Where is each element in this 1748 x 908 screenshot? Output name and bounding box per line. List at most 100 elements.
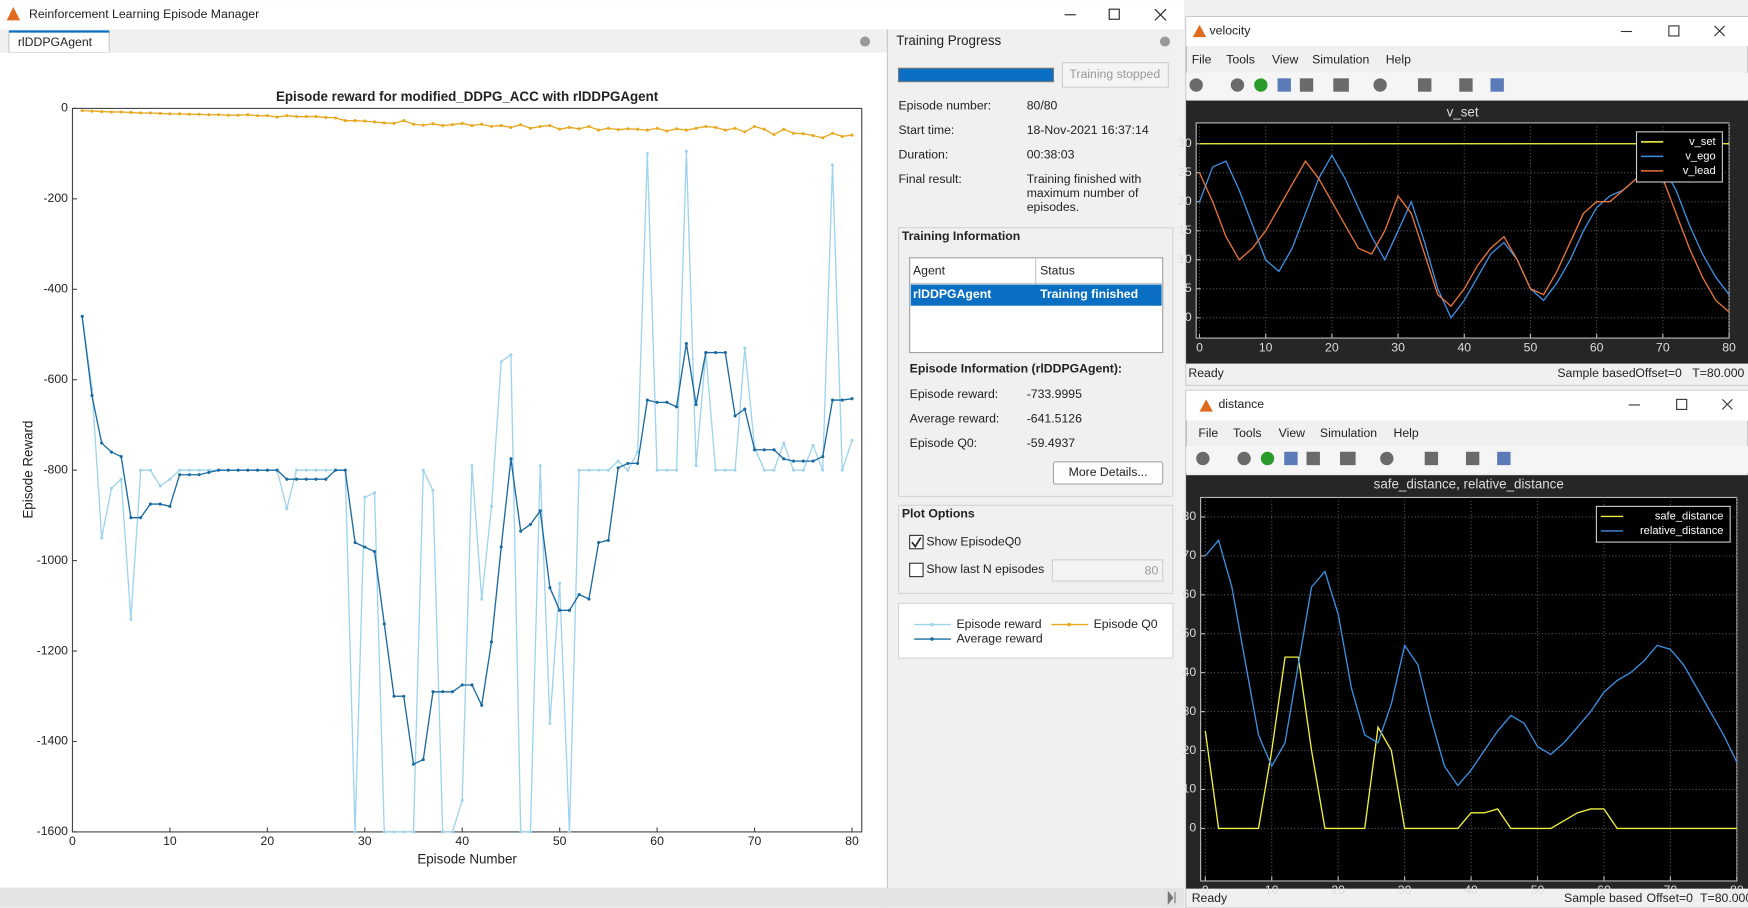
y-tick-label: -1000 (37, 553, 69, 567)
point (743, 130, 747, 134)
status-text: T=80.000 (1692, 366, 1744, 380)
point (567, 830, 571, 834)
point (275, 468, 279, 472)
point (636, 461, 640, 465)
point (821, 136, 825, 140)
field-label: Episode Q0: (910, 436, 977, 450)
panel-menu[interactable] (1159, 36, 1170, 47)
point (343, 468, 347, 472)
point (402, 830, 406, 834)
point (811, 443, 815, 447)
table-cell[interactable]: rlDDPGAgent (913, 287, 991, 301)
menu-item[interactable]: Help (1393, 426, 1418, 440)
point (333, 468, 338, 472)
menu-item[interactable]: Tools (1233, 426, 1262, 440)
table-cell[interactable]: Training finished (1040, 287, 1138, 301)
checkbox[interactable] (909, 534, 924, 550)
menu-item[interactable]: Simulation (1320, 426, 1377, 440)
point (178, 112, 182, 116)
field-value: -59.4937 (1027, 436, 1076, 450)
status-bar (0, 887, 1184, 908)
point (139, 111, 143, 115)
x-tick-label: 50 (1524, 340, 1538, 354)
checkbox-label[interactable]: Show last N episodes (926, 562, 1044, 576)
point (168, 504, 172, 508)
toolbar-icons[interactable] (1196, 451, 1511, 466)
point (402, 119, 406, 123)
field-label: Episode number: (899, 98, 992, 112)
point (324, 115, 328, 120)
menu-item[interactable]: Simulation (1312, 53, 1369, 67)
point (704, 351, 708, 355)
point (821, 468, 825, 472)
checkbox[interactable] (909, 562, 924, 578)
point (441, 830, 445, 834)
point (324, 477, 328, 481)
tab-label[interactable]: rlDDPGAgent (18, 35, 93, 49)
point (509, 125, 513, 129)
point (470, 124, 474, 128)
point (675, 405, 679, 409)
toolbar-icons[interactable] (1189, 78, 1504, 92)
y-tick-label: 10 (1178, 252, 1192, 266)
point (694, 403, 698, 407)
series-line (81, 151, 853, 833)
point (801, 468, 805, 472)
point (509, 353, 513, 357)
point (265, 114, 269, 118)
stop-button-label[interactable]: Training stopped (1069, 67, 1160, 81)
chart-title: safe_distance, relative_distance (1374, 477, 1564, 492)
menu-item[interactable]: Tools (1226, 53, 1255, 67)
point (616, 466, 620, 470)
n-input-value[interactable]: 80 (1145, 563, 1159, 577)
point (548, 124, 552, 128)
point (178, 468, 182, 472)
window-controls[interactable] (1628, 398, 1733, 410)
field-value: maximum number of (1027, 186, 1139, 200)
point (304, 477, 308, 481)
side-panel (887, 29, 1184, 888)
checkbox-label[interactable]: Show EpisodeQ0 (926, 534, 1021, 548)
progress-bar (897, 67, 1055, 83)
series-line (81, 316, 853, 766)
point (333, 116, 338, 120)
x-tick-label: 80 (1722, 340, 1736, 354)
point (606, 126, 610, 130)
point (830, 131, 835, 135)
window-title: velocity (1210, 24, 1252, 38)
stop-button[interactable] (1061, 62, 1169, 88)
point (207, 113, 211, 117)
point (587, 468, 591, 472)
point (285, 114, 289, 118)
app-icon (6, 6, 21, 21)
title-bar (1186, 17, 1748, 46)
point (109, 450, 113, 454)
menu-item[interactable]: View (1272, 53, 1298, 67)
point (119, 477, 123, 481)
point (733, 468, 737, 472)
window-controls[interactable] (1064, 8, 1167, 21)
point (314, 477, 318, 481)
point (100, 110, 104, 114)
point (148, 111, 152, 115)
menu-item[interactable]: File (1192, 53, 1212, 67)
point (597, 540, 601, 545)
selected-row[interactable] (910, 284, 1162, 306)
point (431, 122, 435, 126)
details-button-label[interactable]: More Details... (1069, 465, 1148, 479)
menu-item[interactable]: File (1198, 426, 1218, 440)
window-controls[interactable] (1620, 25, 1725, 37)
point (441, 124, 445, 128)
point (675, 127, 679, 131)
point (655, 468, 659, 472)
n-input[interactable] (1051, 559, 1164, 582)
point (460, 798, 464, 802)
details-button[interactable] (1052, 461, 1164, 485)
menu-item[interactable]: View (1279, 426, 1305, 440)
legend-marker (930, 622, 934, 627)
point (353, 119, 357, 123)
tab-menu[interactable] (860, 36, 871, 47)
point (636, 127, 640, 131)
point (519, 830, 523, 834)
menu-item[interactable]: Help (1386, 53, 1411, 67)
